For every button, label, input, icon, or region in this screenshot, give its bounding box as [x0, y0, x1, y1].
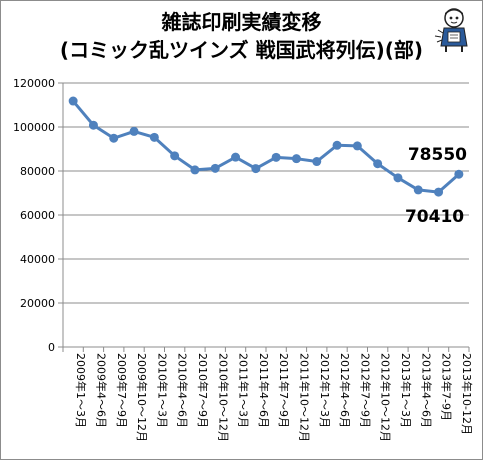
x-tick-label: 2010年7〜9月: [196, 353, 210, 428]
data-point: [434, 187, 444, 197]
y-tick-label: 20000: [20, 297, 55, 310]
x-tick-label: 2009年7〜9月: [115, 353, 129, 428]
chart-title: 雑誌印刷実績変移: [161, 10, 322, 34]
data-point: [109, 133, 119, 143]
x-tick-label: 2012年7〜9月: [358, 353, 372, 428]
mascot-icon: [434, 8, 468, 52]
x-tick-label: 2009年1〜3月: [74, 353, 88, 428]
data-point: [271, 152, 281, 162]
data-point: [291, 154, 301, 164]
x-tick-label: 2009年4〜6月: [94, 353, 108, 428]
data-annotation: 70410: [405, 207, 464, 227]
data-point: [88, 120, 98, 130]
data-point: [68, 96, 78, 106]
x-tick-label: 2010年1〜3月: [155, 353, 169, 428]
data-point: [251, 164, 261, 174]
x-tick-label: 2010年10〜12月: [216, 353, 230, 442]
data-point: [129, 126, 139, 136]
data-point: [149, 132, 159, 142]
x-tick-label: 2012年10〜12月: [379, 353, 393, 442]
x-tick-label: 2011年4〜6月: [257, 353, 271, 428]
x-tick-label: 2012年4〜6月: [338, 353, 352, 428]
data-point: [393, 173, 403, 183]
x-tick-label: 2010年4〜6月: [176, 353, 190, 428]
y-tick-label: 80000: [20, 165, 55, 178]
y-tick-label: 120000: [13, 77, 55, 90]
data-point: [170, 151, 180, 161]
y-tick-label: 60000: [20, 209, 55, 222]
x-tick-label: 2009年10〜12月: [135, 353, 149, 442]
data-point: [454, 169, 464, 179]
data-point: [210, 163, 220, 173]
x-tick-label: 2011年1〜3月: [237, 353, 251, 428]
x-tick-label: 2013年10-12月: [460, 353, 474, 435]
data-point: [373, 159, 383, 169]
x-tick-label: 2012年1〜3月: [318, 353, 332, 428]
x-tick-label: 2013年1〜3月: [399, 353, 413, 428]
chart-subtitle: (コミック乱ツインズ 戦国武将列伝)(部): [59, 38, 424, 62]
x-tick-label: 2011年7〜9月: [277, 353, 291, 428]
x-tick-label: 2011年10〜12月: [297, 353, 311, 442]
data-point: [332, 140, 342, 150]
data-point: [231, 152, 241, 162]
x-tick-label: 2013年7-9月: [440, 353, 454, 421]
data-point: [312, 157, 322, 167]
y-tick-label: 0: [48, 341, 55, 354]
data-point: [413, 185, 423, 195]
data-point: [190, 165, 200, 175]
x-tick-label: 2013年4〜6月: [419, 353, 433, 428]
y-tick-label: 100000: [13, 121, 55, 134]
data-point: [352, 141, 362, 151]
y-tick-label: 40000: [20, 253, 55, 266]
data-annotation: 78550: [408, 145, 467, 165]
